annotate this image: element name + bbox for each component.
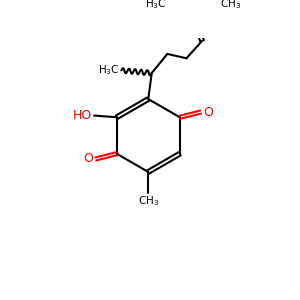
- Text: H$_3$C: H$_3$C: [145, 0, 167, 11]
- Text: CH$_3$: CH$_3$: [220, 0, 242, 11]
- Text: O: O: [83, 152, 93, 165]
- Text: H$_3$C: H$_3$C: [98, 64, 120, 77]
- Text: HO: HO: [72, 109, 92, 122]
- Text: CH$_3$: CH$_3$: [138, 194, 159, 208]
- Text: O: O: [203, 106, 213, 118]
